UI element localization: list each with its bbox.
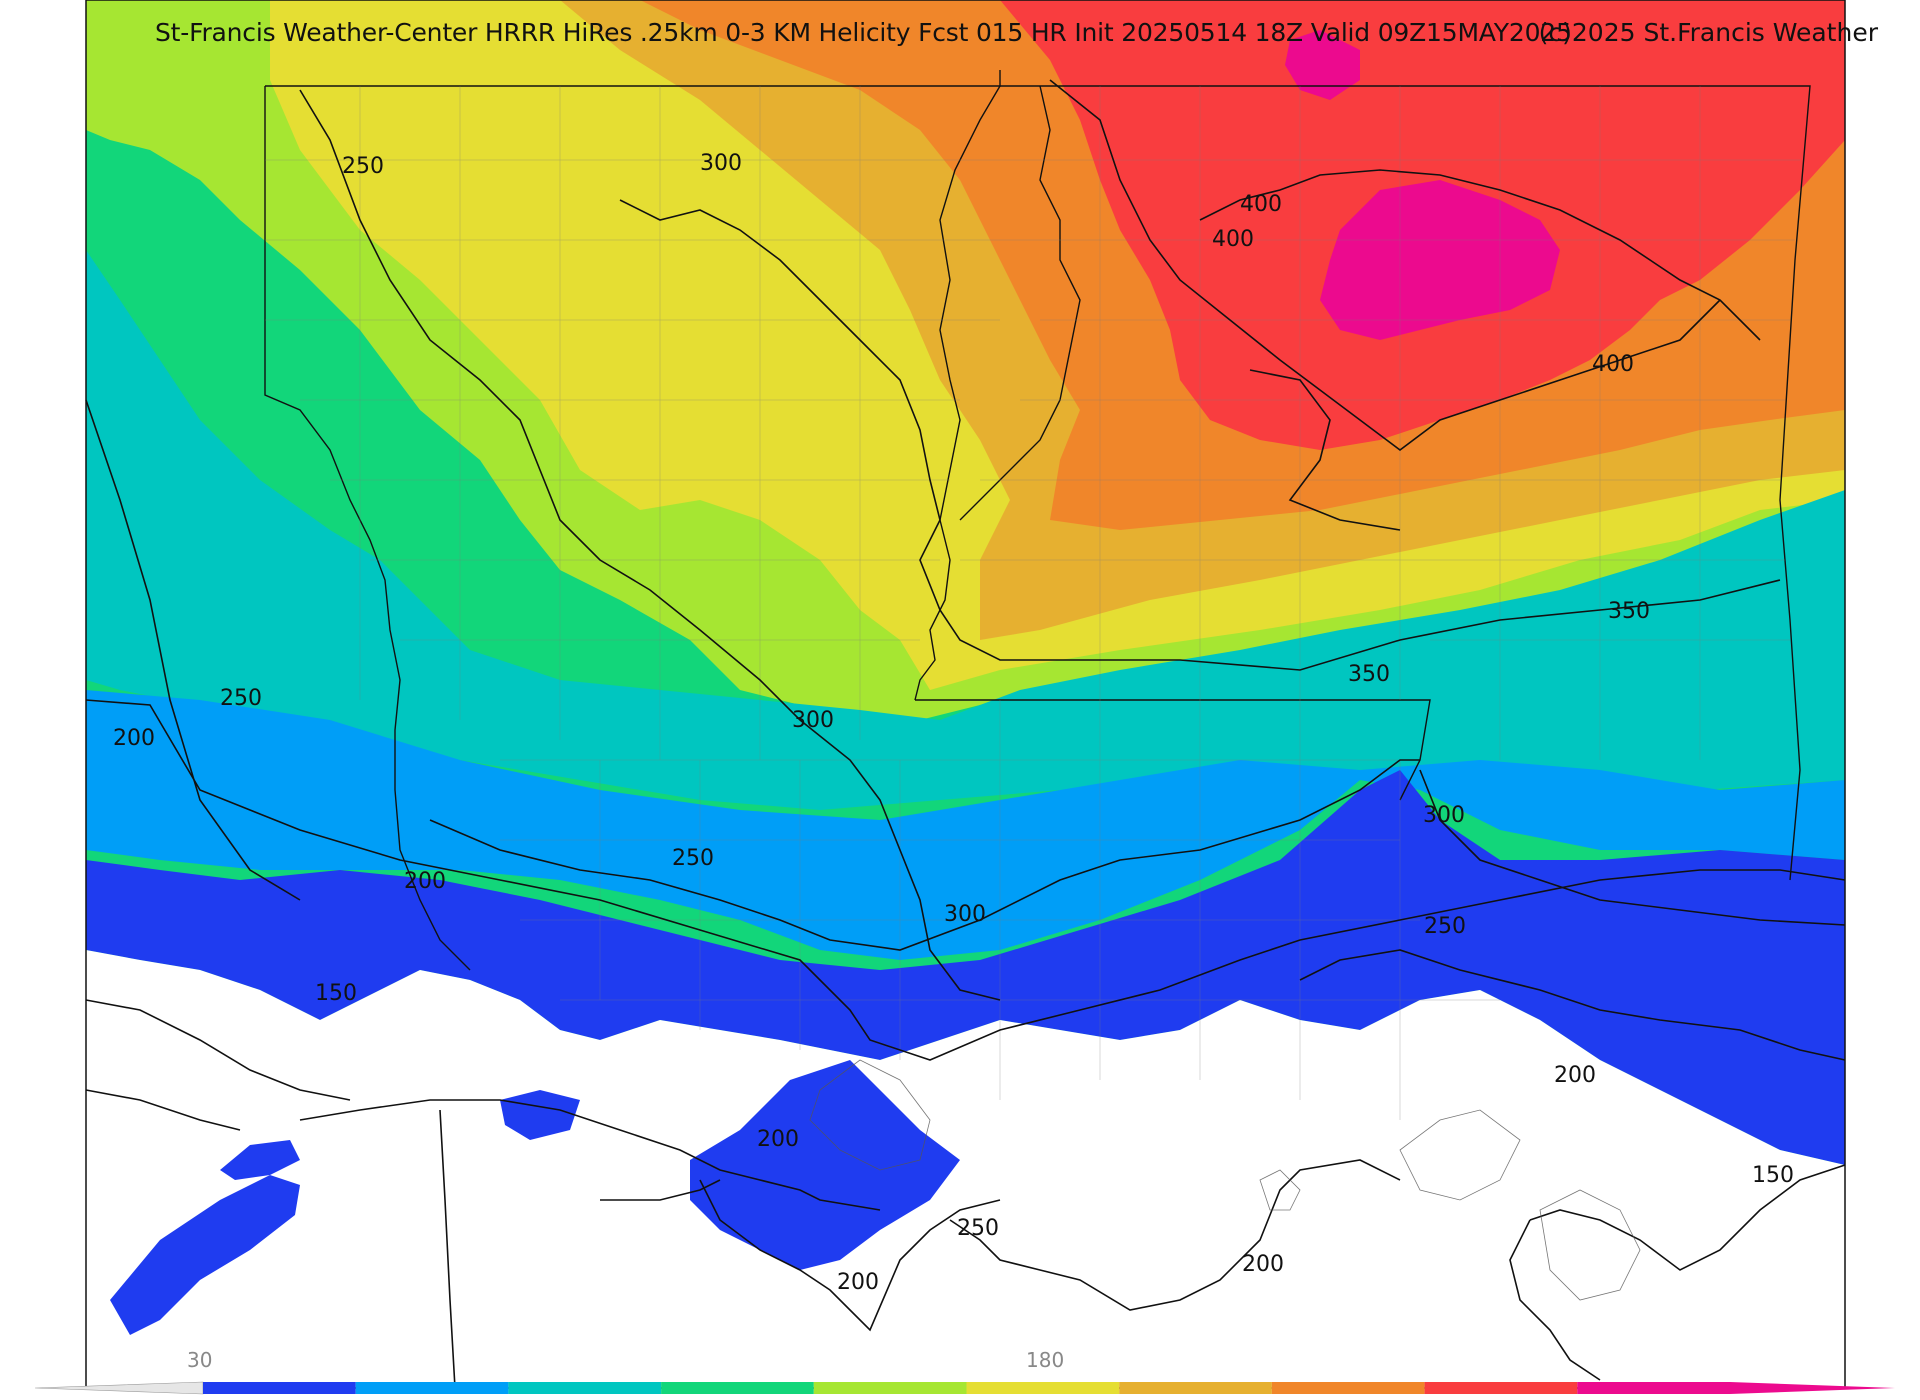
- colorbar-segment: [1424, 1382, 1578, 1394]
- colorbar-segment: [203, 1382, 356, 1394]
- contour-label: 200: [1554, 1063, 1596, 1088]
- colorbar-segment: [1577, 1382, 1730, 1394]
- contour-label-layer: 250 300 400 400 400 350 350 250 200 300 …: [113, 151, 1794, 1295]
- contour-label: 200: [113, 726, 155, 751]
- county-lines: [265, 86, 1800, 1120]
- colorbar-segment: [355, 1382, 509, 1394]
- state-borders: [264, 70, 1811, 971]
- contour-label: 350: [1608, 599, 1650, 624]
- contour-label: 250: [342, 154, 384, 179]
- contour-label: 200: [837, 1270, 879, 1295]
- contour-label: 250: [1424, 914, 1466, 939]
- fill-white-south: [86, 950, 1845, 1388]
- contour-label: 400: [1592, 352, 1634, 377]
- contour-label: 200: [757, 1127, 799, 1152]
- fill-blue-patch-bay: [690, 1060, 960, 1270]
- map-credit: (c)2025 St.Francis Weather: [1538, 18, 1878, 47]
- map-title: St-Francis Weather-Center HRRR HiRes .25…: [155, 18, 1572, 47]
- contour-label: 400: [1212, 227, 1254, 252]
- contour-label: 250: [672, 846, 714, 871]
- colorbar-segment: [1119, 1382, 1272, 1394]
- filled-contours: [86, 0, 1845, 1388]
- contour-label: 150: [1752, 1163, 1794, 1188]
- colorbar-label-low: 30: [187, 1348, 213, 1372]
- fill-blue-patch-w2: [220, 1140, 300, 1180]
- colorbar-segment: [1271, 1382, 1425, 1394]
- colorbar: [34, 1381, 1895, 1395]
- colorbar-label-mid: 180: [1026, 1348, 1065, 1372]
- colorbar-segment: [661, 1382, 814, 1394]
- contour-label: 300: [944, 902, 986, 927]
- contour-label: 200: [1242, 1252, 1284, 1277]
- contour-label: 300: [1423, 803, 1465, 828]
- contour-label: 300: [792, 708, 834, 733]
- contour-label: 250: [957, 1216, 999, 1241]
- contour-label: 200: [404, 869, 446, 894]
- contour-lines: [85, 79, 1846, 1389]
- contour-label: 150: [315, 981, 357, 1006]
- colorbar-segment: [508, 1382, 662, 1394]
- coastline: [809, 1059, 1641, 1301]
- fill-dark-blue: [86, 770, 1845, 1165]
- contour-label: 300: [700, 151, 742, 176]
- contour-label: 400: [1240, 192, 1282, 217]
- fill-blue-patch-w3: [500, 1090, 580, 1140]
- fill-cyan: [86, 250, 1845, 810]
- fill-magenta-north: [1285, 30, 1360, 100]
- colorbar-extend-high: [1730, 1382, 1895, 1394]
- fill-blue-patch-sw: [110, 1175, 300, 1335]
- colorbar-segment: [966, 1382, 1120, 1394]
- contour-label: 250: [220, 686, 262, 711]
- contour-label: 350: [1348, 662, 1390, 687]
- colorbar-segment: [813, 1382, 967, 1394]
- fill-light-blue: [86, 690, 1845, 960]
